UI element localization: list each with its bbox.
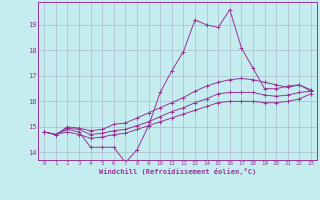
X-axis label: Windchill (Refroidissement éolien,°C): Windchill (Refroidissement éolien,°C) (99, 168, 256, 175)
